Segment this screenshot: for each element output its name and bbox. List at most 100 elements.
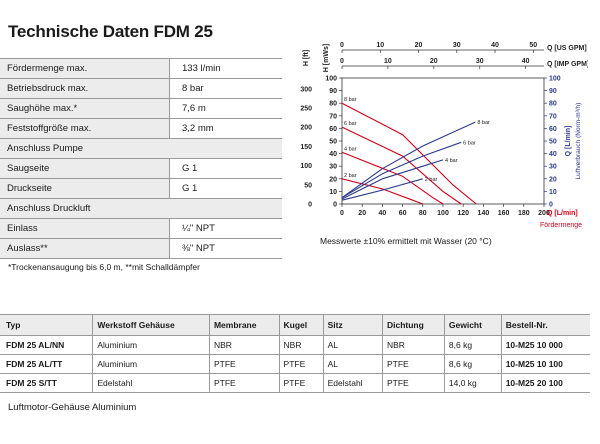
y-right-tick-label: 10 xyxy=(549,189,557,196)
table-cell: PTFE xyxy=(208,354,280,374)
y-right-tick-label: 60 xyxy=(549,126,557,133)
types-table: Typ Werkstoff Gehäuse Membrane Kugel Sitz Dic… xyxy=(0,314,590,393)
top-imp-tick-label: 0 xyxy=(340,58,344,65)
x-tick-label: 120 xyxy=(457,210,469,217)
table-cell: Edelstahl xyxy=(322,373,383,393)
spec-label: Saugseite xyxy=(0,158,170,179)
column-header: Kugel xyxy=(278,314,324,336)
x-tick-label: 180 xyxy=(518,210,530,217)
table-cell: Aluminium xyxy=(92,354,210,374)
y-right-axis-label: Q [L/min] xyxy=(565,126,572,157)
table-cell: 10-M25 10 000 xyxy=(500,335,590,355)
y-ft-tick-label: 0 xyxy=(308,202,312,209)
x-tick-label: 60 xyxy=(399,210,407,217)
x-tick-label: 100 xyxy=(437,210,449,217)
spec-value: 7,6 m xyxy=(169,98,282,119)
pressure-curve-label: 6 bar xyxy=(344,121,357,127)
table-cell: PTFE xyxy=(381,354,445,374)
page-title: Technische Daten FDM 25 xyxy=(8,22,213,41)
y-right-tick-label: 20 xyxy=(549,176,557,183)
table-row: FDM 25 AL/NN Aluminium NBR NBR AL NBR 8,6 kg 10… xyxy=(0,335,590,355)
x-tick-label: 140 xyxy=(478,210,490,217)
table-cell: 14,0 kg xyxy=(443,373,502,393)
table-cell: 8,6 kg xyxy=(443,354,502,374)
y-right-tick-label: 90 xyxy=(549,88,557,95)
table-cell: 10-M25 10 100 xyxy=(500,354,590,374)
specs-section-row: Anschluss Pumpe xyxy=(0,138,282,159)
top-us-tick-label: 10 xyxy=(376,42,384,49)
table-cell: 10-M25 20 100 xyxy=(500,373,590,393)
pressure-curve-label: 4 bar xyxy=(344,146,357,152)
table-cell: PTFE xyxy=(278,354,324,374)
y-mws-tick-label: 100 xyxy=(325,76,337,83)
y-mws-tick-label: 50 xyxy=(329,139,337,146)
y-right-tick-label: 0 xyxy=(549,202,553,209)
x-tick-label: 20 xyxy=(358,210,366,217)
y-right-tick-label: 40 xyxy=(549,151,557,158)
table-cell: NBR xyxy=(208,335,280,355)
table-cell: AL xyxy=(322,335,383,355)
table-row: FDM 25 S/TT Edelstahl PTFE PTFE Edelstahl PTF… xyxy=(0,373,590,393)
top-us-tick-label: 50 xyxy=(529,42,537,49)
top-us-axis-label: Q [US GPM] xyxy=(547,45,587,52)
specs-section-row: Anschluss Druckluft xyxy=(0,198,282,219)
x-tick-label: 0 xyxy=(340,210,344,217)
top-imp-tick-label: 10 xyxy=(384,58,392,65)
spec-label: Auslass** xyxy=(0,238,170,259)
table-cell: FDM 25 AL/TT xyxy=(0,354,93,374)
column-header: Typ xyxy=(0,314,93,336)
y-right-tick-label: 80 xyxy=(549,101,557,108)
table-row: FDM 25 AL/TT Aluminium PTFE PTFE AL PTFE 8,6 k… xyxy=(0,354,590,374)
spec-label: Druckseite xyxy=(0,178,170,199)
top-imp-tick-label: 40 xyxy=(522,58,530,65)
pressure-curve-line xyxy=(341,102,477,205)
top-imp-axis-label: Q [IMP GPM] xyxy=(547,61,588,68)
top-imp-tick-label: 30 xyxy=(476,58,484,65)
column-header: Gewicht xyxy=(443,314,502,336)
x-axis-label: Q [L/min] xyxy=(547,210,578,217)
y-ft-tick-label: 50 xyxy=(304,182,312,189)
y-right-tick-label: 70 xyxy=(549,113,557,120)
column-header: Bestell-Nr. xyxy=(500,314,590,336)
spec-value: ¼" NPT xyxy=(169,218,282,239)
y-ft-tick-label: 200 xyxy=(300,125,312,132)
pressure-curve-label: 2 bar xyxy=(344,173,357,179)
spec-value: G 1 xyxy=(169,158,282,179)
table-cell: Aluminium xyxy=(92,335,210,355)
column-header: Sitz xyxy=(322,314,383,336)
y-mws-axis-label: H [mWs] xyxy=(323,44,330,72)
air-curve-label: 6 bar xyxy=(463,140,476,146)
y-mws-tick-label: 10 xyxy=(329,189,337,196)
specs-table: Fördermenge max. 133 l/min Betriebsdruck m… xyxy=(0,58,282,259)
specs-row: Einlass ¼" NPT xyxy=(0,218,282,239)
top-imp-tick-label: 20 xyxy=(430,58,438,65)
y-mws-tick-label: 60 xyxy=(329,126,337,133)
top-us-tick-label: 0 xyxy=(340,42,344,49)
y-mws-tick-label: 30 xyxy=(329,164,337,171)
specs-footnote: *Trockenansaugung bis 6,0 m, **mit Schal… xyxy=(8,262,200,272)
specs-row: Feststoffgröße max. 3,2 mm xyxy=(0,118,282,139)
specs-row: Fördermenge max. 133 l/min xyxy=(0,58,282,79)
spec-label: Anschluss Pumpe xyxy=(0,138,282,159)
y-ft-tick-label: 250 xyxy=(300,105,312,112)
top-us-tick-label: 30 xyxy=(453,42,461,49)
table-cell: AL xyxy=(322,354,383,374)
y-ft-tick-label: 300 xyxy=(300,86,312,93)
x-tick-label: 40 xyxy=(379,210,387,217)
y-mws-tick-label: 0 xyxy=(333,202,337,209)
spec-label: Betriebsdruck max. xyxy=(0,78,170,99)
top-us-tick-label: 40 xyxy=(491,42,499,49)
y-mws-tick-label: 40 xyxy=(329,151,337,158)
air-curve-label: 4 bar xyxy=(445,158,458,164)
spec-label: Feststoffgröße max. xyxy=(0,118,170,139)
column-header: Werkstoff Gehäuse xyxy=(92,314,210,336)
y-ft-tick-label: 100 xyxy=(300,163,312,170)
table-cell: Edelstahl xyxy=(92,373,210,393)
spec-value: ⅜" NPT xyxy=(169,238,282,259)
specs-row: Saugseite G 1 xyxy=(0,158,282,179)
table-cell: PTFE xyxy=(381,373,445,393)
table-cell: PTFE xyxy=(278,373,324,393)
x-tick-label: 200 xyxy=(538,210,550,217)
table-cell: FDM 25 AL/NN xyxy=(0,335,93,355)
